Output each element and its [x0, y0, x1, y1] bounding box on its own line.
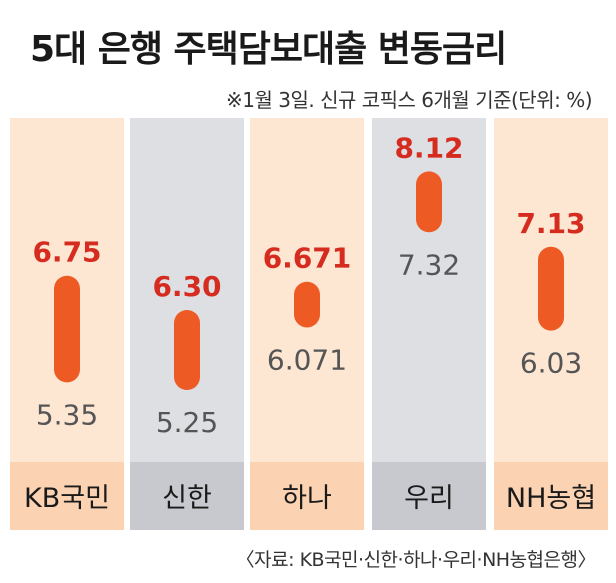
range-bar — [416, 171, 442, 233]
category-label: NH농협 — [506, 483, 596, 514]
low-value-label: 5.35 — [36, 398, 98, 431]
low-value-label: 7.32 — [398, 248, 460, 281]
category-label: 신한 — [162, 483, 212, 514]
range-bar — [538, 246, 564, 331]
category-cell — [250, 462, 364, 530]
category-label: 우리 — [404, 483, 454, 514]
chart-title: 5대 은행 주택담보대출 변동금리 — [30, 29, 507, 70]
category-label: KB국민 — [24, 483, 110, 514]
high-value-label: 6.30 — [152, 270, 221, 303]
category-cell — [372, 462, 486, 530]
high-value-label: 6.75 — [32, 236, 101, 269]
category-label: 하나 — [282, 483, 332, 514]
category-cell — [494, 462, 608, 530]
chart-subtitle: ※1월 3일. 신규 코픽스 6개월 기준(단위: %) — [226, 88, 592, 112]
range-bar — [54, 275, 80, 383]
high-value-label: 6.671 — [263, 242, 352, 275]
low-value-label: 6.03 — [520, 347, 582, 380]
low-value-label: 6.071 — [267, 343, 347, 376]
range-bar — [294, 281, 320, 328]
column-background — [130, 118, 244, 462]
source-note: 〈자료: KB국민·신한·하나·우리·NH농협은행〉 — [235, 549, 597, 571]
column-background — [372, 118, 486, 462]
range-bar — [174, 310, 200, 390]
high-value-label: 7.13 — [516, 207, 585, 240]
low-value-label: 5.25 — [156, 406, 218, 439]
category-cell — [10, 462, 124, 530]
high-value-label: 8.12 — [394, 131, 463, 164]
category-cell — [130, 462, 244, 530]
